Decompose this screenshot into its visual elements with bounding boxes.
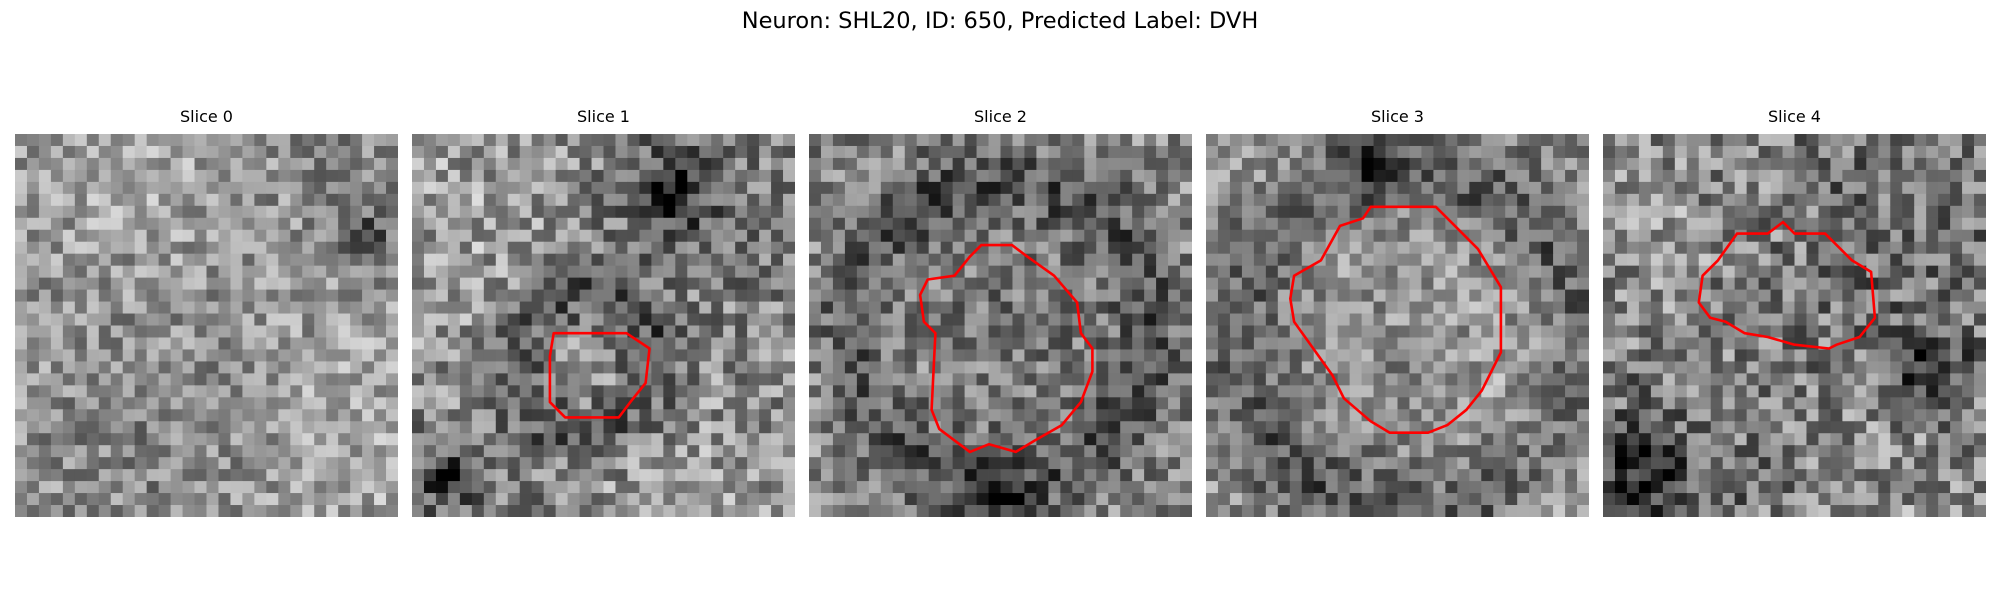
slice-image <box>15 134 398 517</box>
segmentation-contour <box>548 331 651 419</box>
slice-title: Slice 0 <box>180 107 233 126</box>
slice-image <box>1603 134 1986 517</box>
voxel-grid <box>15 134 398 517</box>
voxel-grid <box>809 134 1192 517</box>
voxel-grid <box>1206 134 1589 517</box>
slice-image <box>412 134 795 517</box>
segmentation-contour <box>1289 205 1503 435</box>
voxel-grid <box>1603 134 1986 517</box>
voxel-grid <box>412 134 795 517</box>
slice-panel-4: Slice 4 <box>1603 106 1986 517</box>
slice-panel-0: Slice 0 <box>15 106 398 517</box>
slice-panel-1: Slice 1 <box>412 106 795 517</box>
slice-panel-2: Slice 2 <box>809 106 1192 517</box>
slice-title: Slice 1 <box>577 107 630 126</box>
slice-title: Slice 3 <box>1371 107 1424 126</box>
segmentation-contour <box>918 243 1094 454</box>
slice-image <box>1206 134 1589 517</box>
slice-panel-3: Slice 3 <box>1206 106 1589 517</box>
slice-title: Slice 2 <box>974 107 1027 126</box>
slice-image <box>809 134 1192 517</box>
segmentation-contour <box>1697 220 1877 350</box>
figure-title: Neuron: SHL20, ID: 650, Predicted Label:… <box>741 8 1259 34</box>
slice-title: Slice 4 <box>1768 107 1821 126</box>
